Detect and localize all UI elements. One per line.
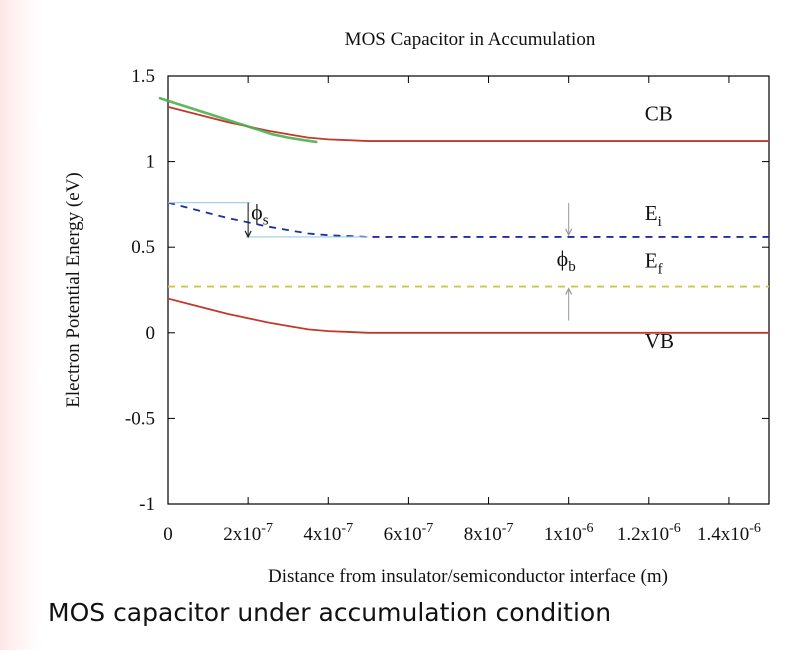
phi-subscript: s: [263, 213, 269, 229]
x-tick-exponent: -6: [749, 521, 761, 536]
y-tick-label: -1: [139, 494, 155, 515]
series-line-3: [167, 297, 769, 334]
chart-title: MOS Capacitor in Accumulation: [345, 29, 596, 50]
y-tick-label: 0.5: [131, 237, 155, 258]
phi-b-arrow-head-up: [565, 287, 573, 295]
band-label: Ei: [645, 201, 662, 230]
x-tick-exponent: -7: [502, 521, 514, 536]
band-label: Ef: [645, 249, 663, 278]
y-axis-label: Electron Potential Energy (eV): [63, 172, 84, 408]
x-tick-label: 6x10-7: [384, 521, 434, 545]
phi-b-label: ϕb: [557, 246, 576, 275]
x-tick-exponent: -6: [582, 521, 594, 536]
phi-symbol: ϕ: [557, 246, 569, 271]
x-tick-label: 1x10-6: [544, 521, 594, 545]
x-tick-exponent: -7: [261, 521, 273, 536]
x-tick-exponent: -7: [341, 521, 353, 536]
x-tick-label: 1.2x10-6: [617, 521, 681, 545]
plot-frame: [167, 75, 770, 505]
axis-ticks: 1.510.50-0.5-10 2x10-7 4x10-7 6x10-7 8x10-7 1…: [125, 66, 769, 545]
phi-s-label: ϕs: [251, 200, 269, 229]
x-tick-mantissa: 2x10: [223, 524, 261, 545]
x-tick-mantissa: 4x10: [303, 524, 341, 545]
band-label: CB: [645, 102, 673, 126]
x-tick-exponent: -7: [422, 521, 434, 536]
green-annotation-stroke: [158, 96, 318, 144]
y-tick-label: -0.5: [125, 408, 155, 429]
phi-s-arrow-head: [244, 230, 252, 239]
band-label-name: E: [645, 201, 658, 225]
y-tick-label: 1: [146, 152, 156, 173]
x-tick-exponent: -6: [669, 521, 681, 536]
slide-caption: MOS capacitor under accumulation conditi…: [48, 598, 612, 627]
x-tick-label: 8x10-7: [464, 521, 514, 545]
series-group: [158, 96, 769, 334]
phi-symbol: ϕ: [251, 200, 263, 225]
phi-subscript: b: [568, 259, 576, 275]
series-line-1: [167, 201, 769, 238]
x-tick-mantissa: 8x10: [464, 524, 502, 545]
y-tick-label: 1.5: [131, 66, 155, 87]
x-tick-label: 1.4x10-6: [697, 521, 761, 545]
x-tick-mantissa: 0: [163, 524, 173, 545]
y-tick-label: 0: [146, 323, 156, 344]
x-tick-label: 4x10-7: [303, 521, 353, 545]
x-tick-label: 0: [163, 524, 173, 545]
band-label-name: VB: [645, 329, 674, 353]
band-label-subscript: f: [658, 262, 663, 278]
band-label: VB: [645, 329, 674, 353]
x-tick-mantissa: 6x10: [384, 524, 422, 545]
band-label-name: CB: [645, 102, 673, 126]
x-tick-mantissa: 1x10: [544, 524, 582, 545]
phi-b-arrow-head-down: [565, 228, 573, 237]
x-tick-mantissa: 1.2x10: [617, 524, 669, 545]
series-line-0: [167, 105, 769, 142]
band-label-subscript: i: [658, 214, 662, 230]
x-tick-mantissa: 1.4x10: [697, 524, 749, 545]
x-axis-label: Distance from insulator/semiconductor in…: [268, 566, 668, 587]
band-label-name: E: [645, 249, 658, 273]
x-tick-label: 2x10-7: [223, 521, 273, 545]
